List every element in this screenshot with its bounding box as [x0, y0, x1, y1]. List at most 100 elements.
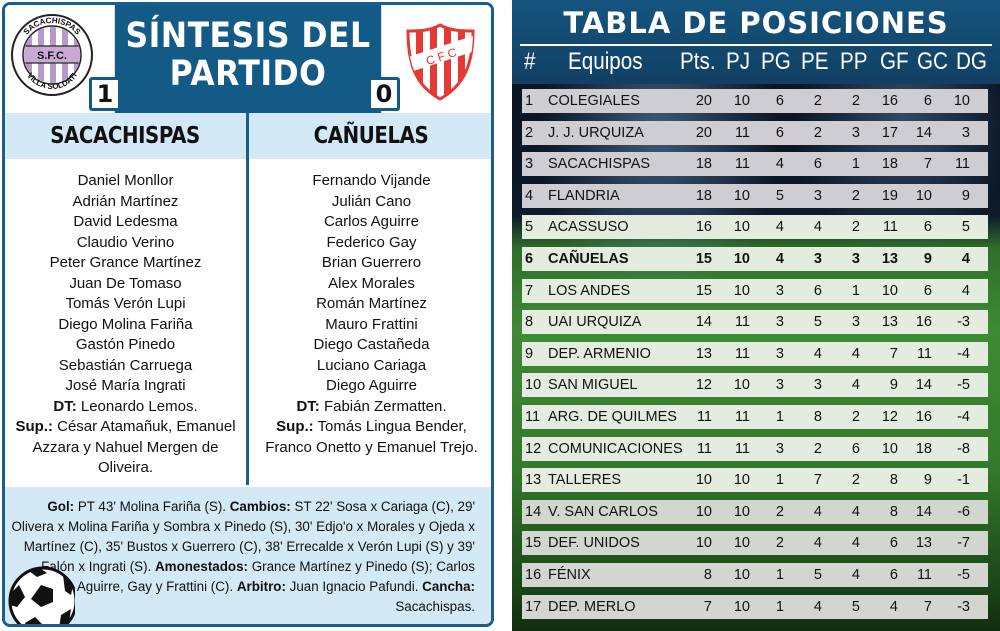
- svg-text:S.F.C.: S.F.C.: [37, 50, 67, 62]
- row-dg: 4: [961, 251, 970, 267]
- row-team: DEP. MERLO: [548, 598, 636, 615]
- col-pg: PG: [761, 48, 791, 75]
- row-gf: 11: [882, 219, 898, 236]
- title-line-2: PARTIDO: [169, 54, 327, 94]
- table-row: 12 COMUNICACIONES 11 11 3 2 6 10 18 -8: [522, 436, 988, 461]
- row-pj: 10: [733, 503, 750, 520]
- away-lineup: Fernando Vijande Julián Cano Carlos Agui…: [251, 171, 491, 458]
- row-pj: 10: [733, 598, 750, 615]
- row-position: 16: [525, 567, 542, 583]
- home-coach: DT: Leonardo Lemos.: [53, 397, 198, 415]
- row-dg: 4: [961, 282, 970, 299]
- player: Peter Grance Martínez: [49, 254, 202, 271]
- row-pts: 13: [695, 345, 712, 362]
- col-gf: GF: [880, 48, 909, 75]
- row-pts: 15: [695, 251, 712, 267]
- row-gc: 14: [915, 377, 932, 394]
- row-dg: -3: [957, 598, 970, 615]
- row-pe: 4: [813, 535, 822, 552]
- table-row: 3 SACACHISPAS 18 11 4 6 1 18 7 11: [522, 152, 988, 177]
- row-pg: 3: [775, 440, 784, 457]
- row-pts: 18: [695, 156, 712, 173]
- row-team: DEP. ARMENIO: [548, 345, 651, 362]
- row-team: COMUNICACIONES: [548, 440, 683, 457]
- table-row: 10 SAN MIGUEL 12 10 3 3 4 9 14 -5: [522, 373, 988, 398]
- row-pj: 11: [734, 156, 750, 173]
- row-pe: 4: [813, 345, 822, 362]
- row-pg: 4: [775, 251, 784, 267]
- soccer-ball-icon: [8, 566, 75, 624]
- row-dg: 3: [961, 124, 970, 141]
- player: Brian Guerrero: [321, 254, 422, 271]
- row-gf: 8: [889, 503, 898, 520]
- row-pg: 4: [775, 156, 784, 173]
- row-pts: 16: [695, 219, 712, 236]
- row-pj: 11: [734, 345, 750, 362]
- row-gc: 14: [915, 124, 932, 141]
- row-gf: 13: [881, 314, 898, 331]
- row-pg: 3: [775, 282, 784, 299]
- row-team: COLEGIALES: [548, 93, 640, 109]
- row-team: V. SAN CARLOS: [548, 503, 658, 520]
- standings-column-headers: # Equipos Pts. PJ PG PE PP GF GC DG: [512, 48, 1000, 80]
- row-pg: 1: [775, 598, 784, 615]
- row-pe: 4: [813, 503, 822, 520]
- row-pe: 2: [813, 124, 822, 141]
- row-gc: 9: [923, 251, 932, 267]
- table-row: 2 J. J. URQUIZA 20 11 6 2 3 17 14 3: [522, 120, 988, 145]
- away-score: 0: [368, 77, 400, 111]
- row-dg: -8: [957, 440, 970, 457]
- row-pp: 2: [851, 409, 860, 425]
- row-gc: 10: [915, 187, 932, 204]
- row-gc: 14: [915, 503, 932, 520]
- row-team: FLANDRIA: [548, 187, 620, 204]
- away-team-name: CAÑUELAS: [313, 123, 429, 149]
- table-row: 1 COLEGIALES 20 10 6 2 2 16 6 10: [522, 89, 988, 113]
- row-position: 17: [525, 598, 542, 615]
- row-position: 4: [525, 187, 534, 204]
- row-pe: 8: [813, 409, 822, 425]
- table-row: 6 CAÑUELAS 15 10 4 3 3 13 9 4: [522, 247, 988, 271]
- row-gc: 11: [916, 345, 932, 362]
- row-position: 13: [525, 472, 542, 489]
- col-pj: PJ: [726, 48, 751, 75]
- col-pts: Pts.: [680, 48, 716, 75]
- row-team: DEF. UNIDOS: [548, 535, 640, 552]
- row-team: ACASSUSO: [548, 219, 629, 236]
- row-pp: 4: [851, 535, 860, 552]
- row-gf: 9: [889, 377, 898, 394]
- row-team: LOS ANDES: [548, 282, 631, 299]
- row-pj: 10: [733, 282, 750, 299]
- row-pg: 4: [775, 219, 784, 236]
- column-divider: [246, 113, 249, 485]
- row-pts: 11: [696, 409, 712, 425]
- row-pts: 20: [695, 93, 712, 109]
- row-dg: -1: [957, 472, 970, 489]
- row-position: 8: [525, 314, 534, 331]
- row-position: 6: [525, 251, 534, 267]
- row-gc: 9: [923, 472, 932, 489]
- row-gc: 11: [916, 567, 932, 583]
- row-pp: 6: [851, 440, 860, 457]
- row-position: 9: [525, 345, 534, 362]
- row-gf: 18: [881, 156, 898, 173]
- row-pts: 7: [703, 598, 712, 615]
- row-pp: 2: [851, 472, 860, 489]
- row-pp: 3: [851, 124, 860, 141]
- row-gc: 6: [923, 282, 932, 299]
- row-pe: 6: [813, 282, 822, 299]
- row-pj: 10: [733, 187, 750, 204]
- row-gc: 16: [915, 409, 932, 425]
- row-pe: 6: [813, 156, 822, 173]
- row-gc: 6: [923, 219, 932, 236]
- row-gf: 16: [881, 93, 898, 109]
- row-team: ARG. DE QUILMES: [548, 409, 677, 425]
- home-substitutes: Sup.: César Atamañuk, Emanuel Azzara y N…: [15, 418, 236, 476]
- row-dg: -3: [957, 314, 970, 331]
- col-gc: GC: [917, 48, 948, 75]
- row-gf: 13: [881, 251, 898, 267]
- table-row: 17 DEP. MERLO 7 10 1 4 5 4 7 -3: [522, 594, 988, 619]
- row-team: UAI URQUIZA: [548, 314, 642, 331]
- row-pg: 1: [775, 472, 784, 489]
- row-gc: 18: [915, 440, 932, 457]
